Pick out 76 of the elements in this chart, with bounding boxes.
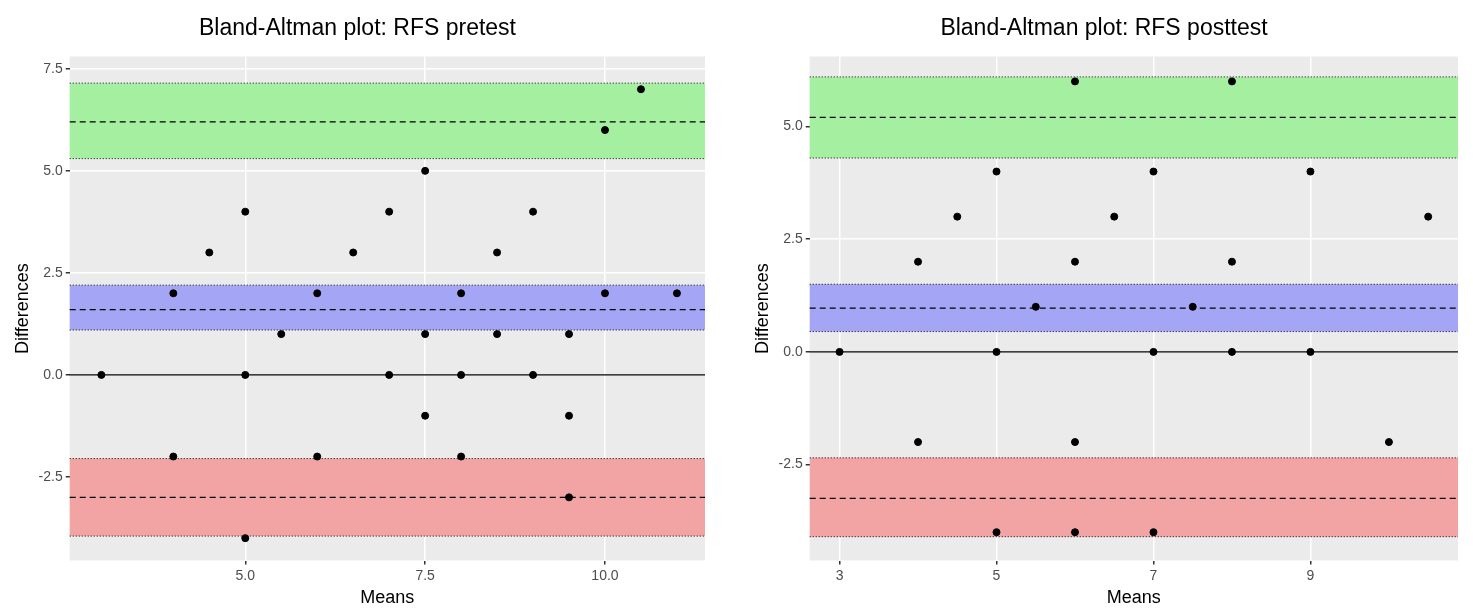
x-tick-label: 5 xyxy=(992,566,1001,583)
point xyxy=(565,330,574,339)
point xyxy=(992,528,1001,537)
point xyxy=(672,289,681,298)
y-axis-title: Differences xyxy=(751,263,772,354)
y-axis-title: Differences xyxy=(11,263,32,354)
point xyxy=(313,452,322,461)
x-tick-label: 5.0 xyxy=(235,566,256,583)
point xyxy=(1227,257,1236,266)
x-tick-label: 3 xyxy=(835,566,844,583)
y-tick-label: 5.0 xyxy=(783,117,803,134)
point xyxy=(953,212,962,221)
x-tick-label: 7.5 xyxy=(415,566,436,583)
point xyxy=(914,438,923,447)
point xyxy=(835,347,844,356)
point xyxy=(169,289,178,298)
point xyxy=(1071,77,1079,86)
point xyxy=(385,370,394,379)
point xyxy=(1071,438,1079,447)
point xyxy=(992,167,1001,176)
point xyxy=(421,330,430,339)
point xyxy=(1149,347,1158,356)
point xyxy=(601,126,609,135)
point xyxy=(914,257,923,266)
point xyxy=(97,370,106,379)
x-tick-label: 7 xyxy=(1149,566,1158,583)
point xyxy=(1227,347,1236,356)
point xyxy=(1071,257,1079,266)
y-tick-label: -2.5 xyxy=(38,467,63,484)
point xyxy=(241,207,250,216)
point xyxy=(1110,212,1119,221)
y-tick-label: 7.5 xyxy=(43,59,63,76)
point xyxy=(529,370,538,379)
point xyxy=(1306,347,1315,356)
y-tick-label: 2.5 xyxy=(43,263,63,280)
x-tick-label: 10.0 xyxy=(591,566,619,583)
y-tick-label: 5.0 xyxy=(43,161,63,178)
point xyxy=(1306,167,1315,176)
point xyxy=(385,207,394,216)
point xyxy=(421,411,430,420)
point xyxy=(992,347,1001,356)
point xyxy=(313,289,322,298)
point xyxy=(277,330,286,339)
point xyxy=(1384,438,1393,447)
point xyxy=(1424,212,1433,221)
point xyxy=(457,289,466,298)
point xyxy=(169,452,178,461)
point xyxy=(457,452,466,461)
y-tick-label: 0.0 xyxy=(43,365,63,382)
point xyxy=(601,289,609,298)
point xyxy=(636,85,645,94)
point xyxy=(421,166,430,175)
point xyxy=(493,330,502,339)
x-tick-label: 9 xyxy=(1306,566,1315,583)
point xyxy=(1149,528,1158,537)
y-tick-label: 2.5 xyxy=(783,230,803,247)
x-axis-title: Means xyxy=(1106,587,1161,608)
point xyxy=(1031,302,1040,311)
point xyxy=(1071,528,1079,537)
y-tick-label: 0.0 xyxy=(783,342,803,359)
point xyxy=(457,370,466,379)
x-axis-title: Means xyxy=(360,587,415,608)
point xyxy=(349,248,358,257)
point xyxy=(241,370,250,379)
point xyxy=(493,248,502,257)
chart-title: Bland-Altman plot: RFS pretest xyxy=(198,14,517,41)
point xyxy=(1188,302,1197,311)
point xyxy=(1227,77,1236,86)
point xyxy=(241,534,250,543)
chart-title: Bland-Altman plot: RFS posttest xyxy=(940,14,1269,41)
point xyxy=(529,207,538,216)
y-tick-label: -2.5 xyxy=(778,455,803,472)
point xyxy=(565,411,574,420)
point xyxy=(205,248,214,257)
point xyxy=(565,493,574,502)
point xyxy=(1149,167,1158,176)
